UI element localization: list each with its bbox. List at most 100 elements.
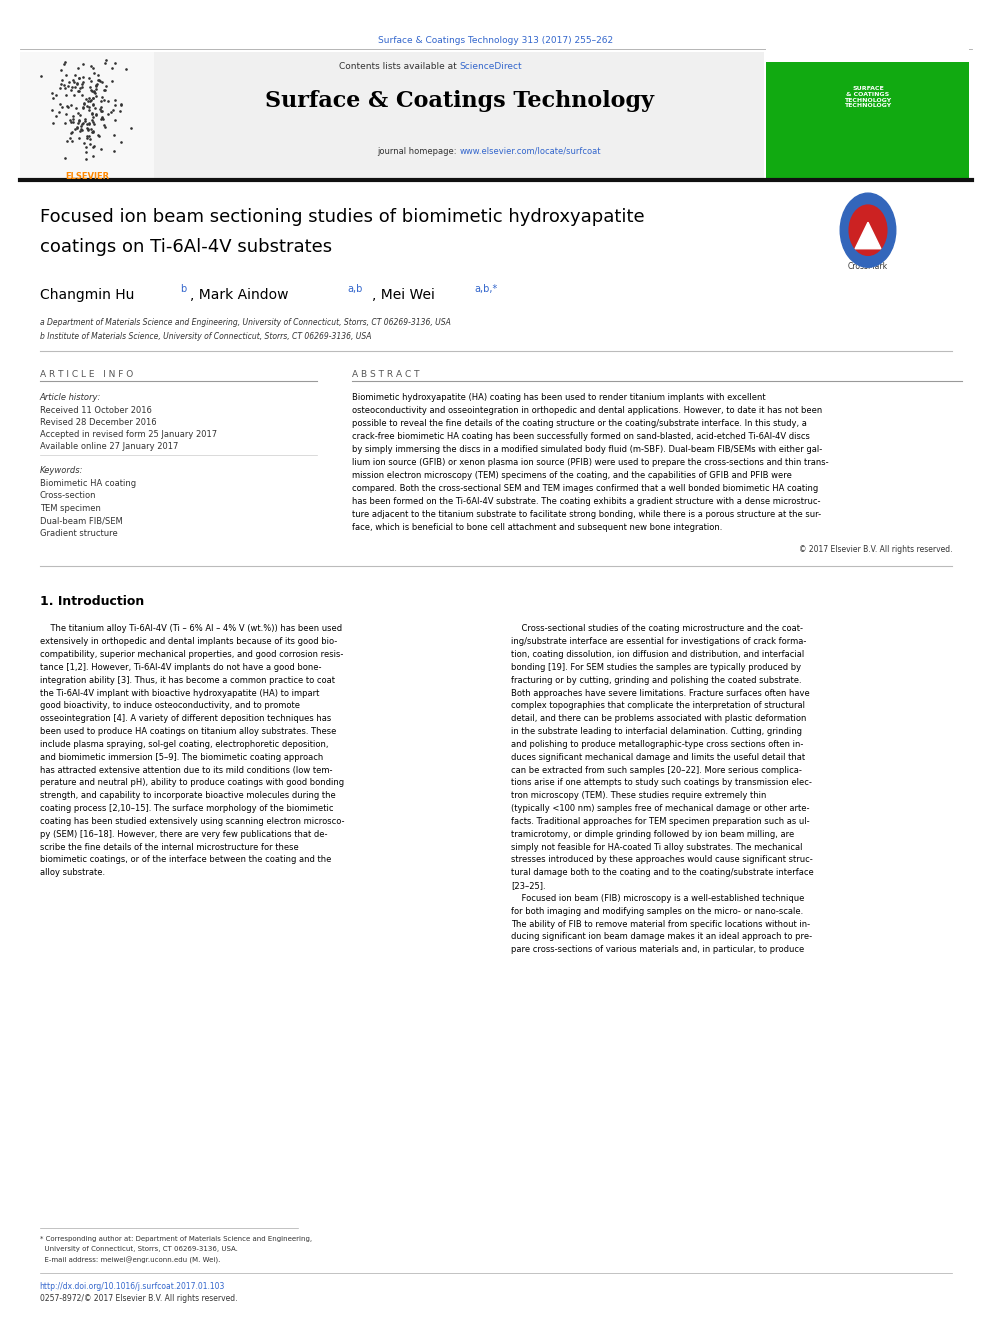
Text: Gradient structure: Gradient structure xyxy=(40,529,117,538)
Text: ELSEVIER: ELSEVIER xyxy=(65,172,109,181)
Point xyxy=(81,126,97,147)
Text: Keywords:: Keywords: xyxy=(40,466,83,475)
Text: extensively in orthopedic and dental implants because of its good bio-: extensively in orthopedic and dental imp… xyxy=(40,638,337,647)
Text: in the substrate leading to interfacial delamination. Cutting, grinding: in the substrate leading to interfacial … xyxy=(511,728,802,736)
Point xyxy=(107,94,123,115)
Point xyxy=(90,70,106,91)
Point xyxy=(76,93,92,114)
Point xyxy=(82,134,98,155)
Point xyxy=(118,58,134,79)
Point xyxy=(58,147,73,168)
Point xyxy=(74,77,90,98)
Point xyxy=(73,119,89,140)
Point xyxy=(84,120,100,142)
Text: detail, and there can be problems associated with plastic deformation: detail, and there can be problems associ… xyxy=(511,714,806,724)
Text: Biomimetic HA coating: Biomimetic HA coating xyxy=(40,479,136,488)
Point xyxy=(69,81,85,102)
Point xyxy=(67,98,83,119)
Point xyxy=(48,106,63,127)
Text: Surface & Coatings Technology 313 (2017) 255–262: Surface & Coatings Technology 313 (2017)… xyxy=(378,36,614,45)
Point xyxy=(74,114,90,135)
Text: Cross-section: Cross-section xyxy=(40,491,96,500)
Text: Focused ion beam (FIB) microscopy is a well-established technique: Focused ion beam (FIB) microscopy is a w… xyxy=(511,894,805,904)
Point xyxy=(78,142,94,163)
Text: coating has been studied extensively using scanning electron microsco-: coating has been studied extensively usi… xyxy=(40,816,344,826)
Point xyxy=(88,105,104,126)
Point xyxy=(86,81,102,102)
Point xyxy=(85,87,101,108)
Point xyxy=(71,127,87,148)
Point xyxy=(86,136,102,157)
Text: biomimetic coatings, or of the interface between the coating and the: biomimetic coatings, or of the interface… xyxy=(40,856,331,864)
Text: and biomimetic immersion [5–9]. The biomimetic coating approach: and biomimetic immersion [5–9]. The biom… xyxy=(40,753,323,762)
Point xyxy=(78,89,94,110)
Text: simply not feasible for HA-coated Ti alloy substrates. The mechanical: simply not feasible for HA-coated Ti all… xyxy=(511,843,803,852)
Point xyxy=(69,102,85,123)
Point xyxy=(81,99,97,120)
Text: duces significant mechanical damage and limits the useful detail that: duces significant mechanical damage and … xyxy=(511,753,805,762)
Point xyxy=(103,101,119,122)
Point xyxy=(65,70,81,91)
Text: ing/substrate interface are essential for investigations of crack forma-: ing/substrate interface are essential fo… xyxy=(511,638,806,647)
Point xyxy=(96,79,112,101)
Text: TEM specimen: TEM specimen xyxy=(40,504,100,513)
Point xyxy=(93,90,109,111)
Point xyxy=(62,122,78,143)
Point xyxy=(77,110,93,131)
Point xyxy=(58,64,73,85)
Point xyxy=(107,90,123,111)
Point xyxy=(72,105,88,126)
Point xyxy=(80,118,96,139)
Point xyxy=(74,119,90,140)
Point xyxy=(71,78,87,99)
Point xyxy=(70,112,86,134)
Point xyxy=(69,116,85,138)
Point xyxy=(79,126,95,147)
Point xyxy=(78,148,94,169)
Point xyxy=(93,139,109,160)
Point xyxy=(83,89,99,110)
Text: the Ti-6Al-4V implant with bioactive hydroxyapatite (HA) to impart: the Ti-6Al-4V implant with bioactive hyd… xyxy=(40,688,319,697)
Point xyxy=(98,50,114,71)
Point xyxy=(106,124,122,146)
Point xyxy=(100,103,116,124)
Point xyxy=(88,74,104,95)
Point xyxy=(62,108,77,130)
Point xyxy=(94,86,110,107)
Text: py (SEM) [16–18]. However, there are very few publications that de-: py (SEM) [16–18]. However, there are ver… xyxy=(40,830,327,839)
Text: Available online 27 January 2017: Available online 27 January 2017 xyxy=(40,442,178,451)
Point xyxy=(97,116,113,138)
Point xyxy=(73,85,89,106)
Point xyxy=(94,107,110,128)
Point xyxy=(73,115,89,136)
Point xyxy=(78,136,94,157)
Point xyxy=(85,57,101,78)
Point xyxy=(83,56,99,77)
Text: SURFACE
& COATINGS
TECHNOLOGY
TECHNOLOGY: SURFACE & COATINGS TECHNOLOGY TECHNOLOGY xyxy=(844,86,892,108)
Point xyxy=(93,108,109,130)
Text: Article history:: Article history: xyxy=(40,393,101,402)
Point xyxy=(64,77,80,98)
Text: , Mark Aindow: , Mark Aindow xyxy=(190,288,289,303)
Point xyxy=(82,77,98,98)
Point xyxy=(44,83,60,105)
Text: b: b xyxy=(181,284,186,295)
Point xyxy=(82,90,98,111)
Point xyxy=(33,65,49,86)
Point xyxy=(82,128,98,149)
Point xyxy=(85,107,101,128)
Text: can be extracted from such samples [20–22]. More serious complica-: can be extracted from such samples [20–2… xyxy=(511,766,802,775)
Point xyxy=(84,110,100,131)
Point xyxy=(68,73,84,94)
Point xyxy=(71,108,87,130)
Point xyxy=(85,111,101,132)
Point xyxy=(94,106,110,127)
Point xyxy=(84,103,100,124)
Point xyxy=(100,91,116,112)
Text: face, which is beneficial to bone cell attachment and subsequent new bone integr: face, which is beneficial to bone cell a… xyxy=(352,523,722,532)
Text: a,b: a,b xyxy=(347,284,362,295)
Point xyxy=(73,73,89,94)
Point xyxy=(58,52,73,73)
Point xyxy=(59,95,74,116)
Text: 0257-8972/© 2017 Elsevier B.V. All rights reserved.: 0257-8972/© 2017 Elsevier B.V. All right… xyxy=(40,1294,237,1303)
